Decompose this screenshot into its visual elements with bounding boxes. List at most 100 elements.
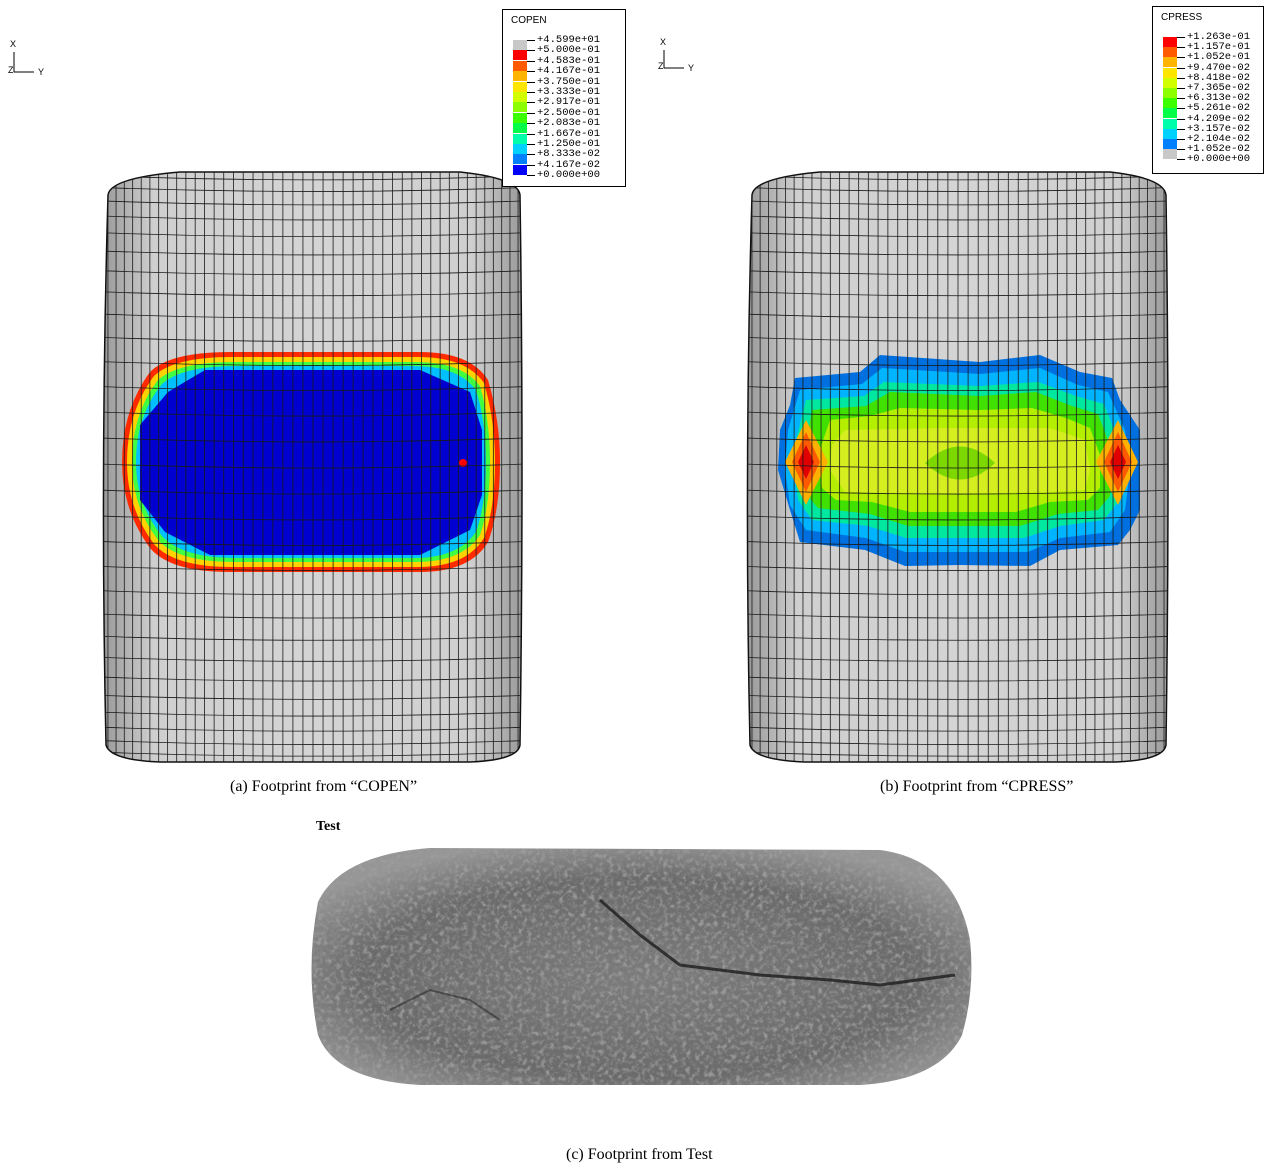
legend-tick [527,144,535,145]
mesh-line-horizontal [747,541,1168,546]
triad-y-label-b: Y [688,63,695,73]
legend-value: +3.750e-01 [537,75,601,88]
legend-tick [527,133,535,135]
legend-title-copen: COPEN [511,15,547,26]
mesh-line-horizontal [103,187,522,192]
triad-lines-b [663,50,684,69]
legend-swatch [513,123,527,134]
caption-c: (c) Footprint from Test [566,1146,713,1163]
mesh-line-horizontal [103,200,522,206]
legend-value: +5.261e-02 [1187,102,1251,115]
legend-value: +9.470e-02 [1187,61,1251,74]
legend-swatch [1163,149,1177,160]
mesh-line-horizontal [103,411,522,417]
mesh-line-horizontal [747,726,1168,732]
legend-tick [1177,149,1185,151]
legend-tick [527,102,535,104]
legend-tick [527,71,535,73]
legend-swatch [513,144,527,154]
mesh-line-horizontal [103,566,522,571]
legend-tick [1177,37,1185,38]
mesh-line-horizontal [747,694,1168,700]
legend-swatch [513,81,527,92]
mesh-line-horizontal [103,676,522,682]
legend-tick [527,175,535,177]
mesh-line-horizontal [103,541,522,546]
legend-tick [1177,88,1185,89]
mesh-line-horizontal [747,740,1168,745]
legend-tick [527,60,535,62]
legend-tick [527,164,535,166]
legend-tick [1177,67,1185,69]
mesh-line-horizontal [747,215,1168,221]
mesh-line-horizontal [747,175,1168,181]
legend-tick [527,40,535,41]
mesh-line-horizontal [747,613,1168,619]
caption-a: (a) Footprint from “COPEN” [230,778,418,795]
mesh-line-horizontal [747,200,1168,206]
mesh-line-horizontal [103,726,522,732]
legend-swatch [1163,57,1177,68]
legend-tick [1177,128,1185,130]
mesh-line-horizontal [747,232,1168,238]
legend-value: +2.917e-01 [537,96,601,109]
legend-swatch [1163,37,1177,47]
mesh-line-horizontal [103,313,522,319]
legend-tick [1177,77,1185,79]
mesh-line-horizontal [103,386,522,391]
legend-value: +2.500e-01 [537,106,601,119]
legend-swatch [513,92,527,102]
legend-value: +7.365e-02 [1187,82,1251,94]
legend-tick [1177,139,1185,140]
test-footprint-crack [599,898,956,987]
legend-tick [527,123,535,125]
legend-value: +4.599e+01 [537,34,601,46]
legend-tick [1177,159,1185,161]
legend-value: +2.083e-01 [537,117,601,130]
legend-tick [527,92,535,93]
legend-value: +4.583e-01 [537,54,601,67]
mesh-line-horizontal [747,711,1168,717]
legend-swatch [1163,67,1177,78]
triad-x-label-a: X [10,39,17,49]
legend-value: +1.250e-01 [537,138,601,150]
legend-swatch [513,102,527,113]
mesh-line-horizontal [747,386,1168,391]
legend-tick [527,112,535,114]
mesh-line-horizontal [103,656,522,662]
mesh-line-horizontal [103,175,522,181]
legend-tick [1177,108,1185,110]
legend-value: +5.000e-01 [537,44,601,57]
legend-tick [527,50,535,52]
legend-copen: COPEN +4.599e+01 +5.000e-01 +4.583e-01 +4.1… [502,9,626,187]
legend-value: +1.052e-01 [1187,51,1251,64]
mesh-line-horizontal [103,463,522,469]
triad-z-label-a: Z [8,65,14,75]
legend-cpress: CPRESS +1.263e-01 +1.157e-01 +1.052e-01 +9.… [1152,6,1264,174]
mesh-line-horizontal [747,361,1168,366]
mesh-line-horizontal [747,336,1168,342]
triad-y-label-a: Y [38,67,45,77]
legend-value: +1.667e-01 [537,127,601,140]
triad-lines-a [13,52,34,73]
mesh-line-horizontal [103,489,522,495]
legend-tick [527,81,535,83]
legend-swatch [513,112,527,123]
mesh-line-horizontal [103,613,522,619]
legend-tick [527,154,535,156]
legend-swatch [513,50,527,61]
legend-tick [1177,118,1185,120]
legend-tick [1177,98,1185,100]
mesh-line-horizontal [747,250,1168,256]
mesh-line-horizontal [747,635,1168,641]
legend-value: +4.209e-02 [1187,112,1251,125]
legend-swatch [513,40,527,50]
mesh-line-horizontal [103,215,522,221]
axis-triad-a: X Y Z [6,36,50,80]
mesh-line-horizontal [747,489,1168,495]
mesh-line-horizontal [747,676,1168,682]
mesh-line-horizontal [103,250,522,256]
